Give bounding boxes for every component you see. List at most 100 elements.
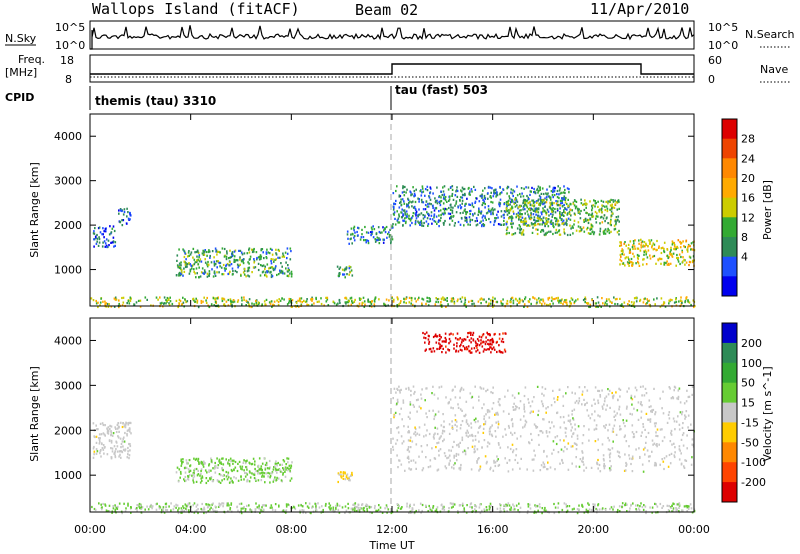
velocity-cell (489, 426, 492, 429)
velocity-cell (128, 442, 130, 446)
velocity-cell (436, 506, 439, 509)
velocity-cell (442, 440, 444, 443)
power-cell (280, 269, 283, 272)
power-cell (523, 217, 526, 221)
power-cell (552, 213, 554, 216)
velocity-cell (342, 473, 345, 476)
velocity-cell (124, 510, 127, 513)
velocity-cell (501, 351, 504, 354)
power-cell (484, 197, 486, 200)
power-cell (260, 264, 262, 267)
power-cell (510, 297, 512, 301)
velocity-cell (549, 466, 552, 469)
velocity-cell (463, 414, 465, 418)
power-cell (516, 214, 519, 217)
velocity-cell (454, 414, 457, 417)
power-cell (99, 231, 102, 234)
power-cell (289, 258, 292, 261)
velocity-cell (622, 422, 625, 425)
velocity-cell (344, 471, 346, 474)
power-cell (273, 304, 275, 307)
velocity-cell (665, 455, 668, 458)
velocity-cell (251, 462, 254, 465)
velocity-cell (218, 502, 220, 505)
velocity-cell (500, 351, 503, 354)
velocity-cell (599, 415, 601, 418)
velocity-cell (110, 430, 112, 433)
velocity-cell (424, 341, 426, 344)
power-cell (129, 212, 131, 215)
velocity-cell (546, 468, 549, 471)
power-cell (534, 207, 536, 211)
velocity-cell (571, 445, 574, 448)
velocity-cell (581, 503, 583, 506)
velocity-cell (114, 451, 116, 454)
power-cell (213, 262, 216, 265)
velocity-cell (418, 509, 420, 512)
power-cell (635, 300, 638, 303)
velocity-cell (481, 341, 484, 344)
velocity-cell (624, 504, 626, 507)
power-cell (183, 250, 186, 253)
power-cell (497, 223, 500, 226)
velocity-cell (426, 444, 428, 447)
power-cell (90, 297, 93, 300)
power-cell (409, 224, 411, 227)
power-cell (325, 300, 328, 303)
power-cell (602, 204, 604, 208)
power-cell (492, 209, 494, 212)
velocity-cell (625, 440, 628, 443)
power-cell (471, 202, 474, 205)
velocity-cell (396, 402, 398, 405)
velocity-cell (392, 397, 394, 400)
power-cell (595, 217, 597, 220)
velocity-cell (116, 507, 119, 510)
velocity-cell (509, 447, 512, 451)
power-cell (464, 203, 467, 206)
velocity-cell (490, 339, 492, 342)
power-cell (538, 217, 540, 221)
power-cell (213, 270, 216, 273)
velocity-cell (117, 505, 119, 508)
velocity-cell (238, 502, 241, 506)
power-cell (531, 204, 534, 207)
power-cell (508, 195, 510, 198)
velocity-cell (478, 344, 481, 347)
velocity-cell (243, 506, 245, 509)
velocity-cell (201, 479, 203, 482)
velocity-cell (465, 348, 468, 351)
power-cell (559, 192, 562, 195)
velocity-cell (385, 504, 388, 507)
power-cell (568, 211, 571, 214)
velocity-cell (286, 466, 289, 469)
power-cell (680, 296, 682, 299)
power-cell (404, 185, 406, 189)
velocity-cell (470, 426, 473, 429)
velocity-cell (601, 389, 603, 392)
velocity-cell (99, 422, 102, 425)
velocity-cell (653, 442, 656, 445)
power-cell (385, 298, 388, 301)
velocity-cell (608, 453, 611, 456)
power-cell (648, 303, 651, 306)
velocity-cell (574, 423, 576, 426)
power-cell (216, 250, 219, 253)
velocity-cell (193, 457, 195, 460)
velocity-cell (427, 466, 430, 469)
power-cell (233, 250, 236, 253)
power-cell (587, 302, 590, 305)
velocity-cell (248, 504, 250, 507)
power-cell (357, 226, 359, 229)
power-cell (253, 258, 255, 261)
power-cell (506, 213, 509, 216)
velocity-cell (449, 398, 452, 401)
velocity-cell (393, 414, 396, 417)
power-cell (274, 266, 277, 269)
power-cell (526, 206, 529, 209)
power-cell (233, 255, 236, 258)
velocity-cell (491, 434, 494, 438)
velocity-cell (618, 405, 621, 408)
velocity-cell (684, 414, 686, 417)
power-cell (464, 208, 466, 211)
power-cell (344, 276, 346, 279)
